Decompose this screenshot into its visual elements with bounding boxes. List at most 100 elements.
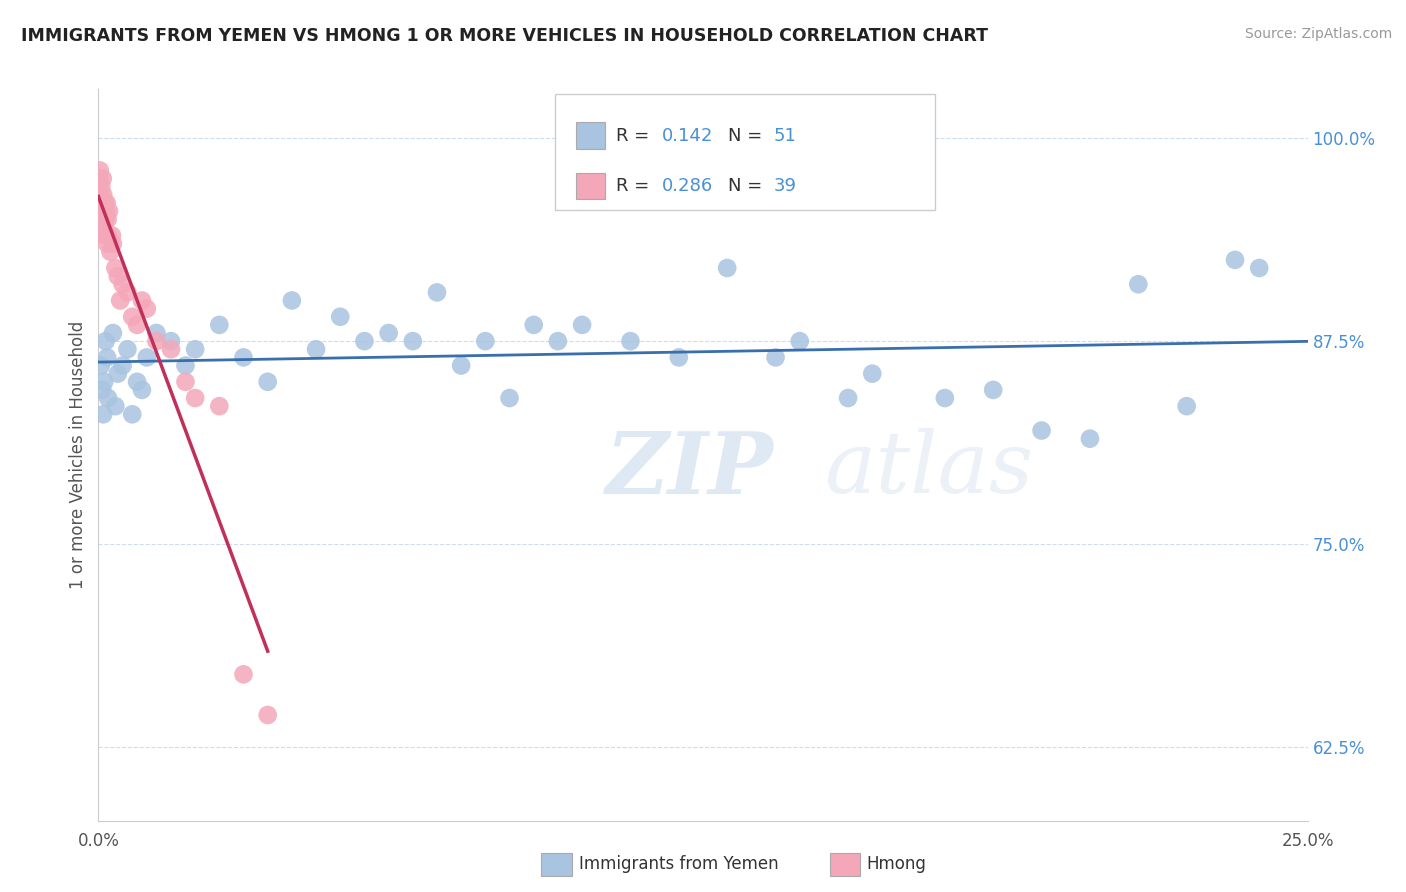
Point bbox=[90, 204, 112, 219]
Point bbox=[117, 343, 139, 357]
Point bbox=[1128, 277, 1150, 292]
Point bbox=[97, 391, 120, 405]
Point bbox=[91, 383, 114, 397]
Point bbox=[208, 399, 231, 413]
Point bbox=[91, 407, 114, 421]
Point bbox=[94, 228, 117, 243]
Text: R =: R = bbox=[616, 177, 655, 194]
Point bbox=[90, 179, 112, 194]
Text: 0.142: 0.142 bbox=[662, 127, 714, 145]
Point bbox=[91, 171, 114, 186]
Point bbox=[90, 359, 112, 373]
Point bbox=[256, 708, 278, 723]
Point bbox=[101, 326, 124, 340]
Point bbox=[90, 196, 112, 211]
Point bbox=[131, 293, 153, 308]
Point bbox=[100, 244, 122, 259]
Point bbox=[94, 334, 117, 348]
Text: Immigrants from Yemen: Immigrants from Yemen bbox=[579, 855, 779, 873]
Point bbox=[111, 359, 134, 373]
Point bbox=[305, 343, 328, 357]
Point bbox=[96, 236, 118, 251]
Text: 0.286: 0.286 bbox=[662, 177, 713, 194]
Point bbox=[96, 204, 118, 219]
Point bbox=[474, 334, 496, 348]
Point bbox=[523, 318, 546, 332]
Text: Hmong: Hmong bbox=[866, 855, 927, 873]
Point bbox=[107, 367, 129, 381]
Point bbox=[127, 375, 149, 389]
Point bbox=[402, 334, 425, 348]
Point bbox=[101, 228, 124, 243]
Point bbox=[232, 351, 254, 365]
Point bbox=[104, 260, 127, 275]
Point bbox=[934, 391, 956, 405]
Text: IMMIGRANTS FROM YEMEN VS HMONG 1 OR MORE VEHICLES IN HOUSEHOLD CORRELATION CHART: IMMIGRANTS FROM YEMEN VS HMONG 1 OR MORE… bbox=[21, 27, 988, 45]
Y-axis label: 1 or more Vehicles in Household: 1 or more Vehicles in Household bbox=[69, 321, 87, 589]
Point bbox=[97, 212, 120, 227]
Point bbox=[135, 351, 157, 365]
Point bbox=[1175, 399, 1198, 413]
Point bbox=[789, 334, 811, 348]
Point bbox=[450, 359, 472, 373]
Point bbox=[716, 260, 738, 275]
Point bbox=[174, 359, 197, 373]
Point bbox=[135, 301, 157, 316]
Point bbox=[160, 334, 183, 348]
Point bbox=[108, 293, 131, 308]
Text: R =: R = bbox=[616, 127, 655, 145]
Point bbox=[96, 351, 118, 365]
Point bbox=[1031, 424, 1053, 438]
Point bbox=[117, 285, 139, 300]
Point bbox=[353, 334, 375, 348]
Point bbox=[256, 375, 278, 389]
Point bbox=[131, 383, 153, 397]
Text: atlas: atlas bbox=[824, 428, 1033, 511]
Point bbox=[97, 228, 120, 243]
Point bbox=[547, 334, 569, 348]
Point bbox=[1078, 432, 1101, 446]
Point bbox=[184, 343, 207, 357]
Point bbox=[93, 204, 115, 219]
Text: 39: 39 bbox=[773, 177, 796, 194]
Point bbox=[426, 285, 449, 300]
Point bbox=[89, 187, 111, 202]
Point bbox=[184, 391, 207, 405]
Point bbox=[121, 407, 143, 421]
Point bbox=[89, 163, 111, 178]
Point bbox=[104, 399, 127, 413]
Point bbox=[145, 334, 167, 348]
Text: ZIP: ZIP bbox=[606, 428, 775, 511]
Point bbox=[1223, 252, 1246, 267]
Point bbox=[127, 318, 149, 332]
Point bbox=[329, 310, 352, 324]
Point bbox=[93, 220, 115, 235]
Point bbox=[619, 334, 641, 348]
Point bbox=[121, 310, 143, 324]
Point bbox=[1249, 260, 1271, 275]
Point bbox=[668, 351, 690, 365]
Point bbox=[571, 318, 593, 332]
Text: Source: ZipAtlas.com: Source: ZipAtlas.com bbox=[1244, 27, 1392, 41]
Point bbox=[111, 277, 134, 292]
Point bbox=[93, 196, 115, 211]
Text: N =: N = bbox=[728, 177, 768, 194]
Point bbox=[93, 375, 115, 389]
Point bbox=[232, 667, 254, 681]
Point bbox=[89, 171, 111, 186]
Point bbox=[98, 204, 121, 219]
Text: 51: 51 bbox=[773, 127, 796, 145]
Point bbox=[94, 212, 117, 227]
Point bbox=[837, 391, 859, 405]
Point bbox=[91, 212, 114, 227]
Point bbox=[96, 196, 118, 211]
Point bbox=[860, 367, 883, 381]
Point bbox=[101, 236, 124, 251]
Point bbox=[174, 375, 197, 389]
Point bbox=[377, 326, 399, 340]
Point bbox=[765, 351, 787, 365]
Point bbox=[498, 391, 520, 405]
Point bbox=[208, 318, 231, 332]
Point bbox=[160, 343, 183, 357]
Point bbox=[281, 293, 304, 308]
